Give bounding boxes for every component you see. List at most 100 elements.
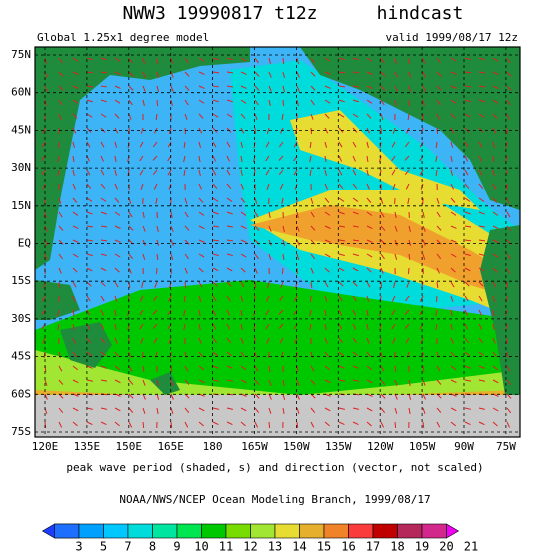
wave-vector	[44, 253, 48, 260]
wave-vector	[254, 71, 260, 77]
wave-vector	[324, 141, 328, 148]
lat-label: 15N	[11, 199, 31, 212]
wave-vector	[506, 85, 512, 91]
wave-vector	[44, 85, 48, 92]
wave-vector	[268, 407, 272, 414]
colorbar-label: 18	[390, 540, 404, 554]
wave-vector	[293, 169, 298, 176]
wave-vector	[296, 421, 299, 429]
wave-vector	[282, 57, 285, 65]
wave-vector	[392, 127, 396, 134]
wave-vector	[352, 113, 359, 118]
wave-vector	[407, 113, 410, 121]
wave-vector	[282, 379, 285, 386]
wave-vector	[265, 323, 270, 330]
wave-vector	[86, 239, 94, 242]
wave-vector	[450, 183, 455, 190]
wave-vector	[492, 239, 499, 243]
wave-vector	[240, 169, 243, 176]
antarctica	[35, 395, 520, 437]
colorbar: 3 5 7 8 9 10 11 12 13 14 15 16 17 18 19 20 21	[41, 523, 478, 554]
wave-vector	[170, 85, 174, 92]
wave-vector	[404, 169, 410, 176]
wave-vector	[478, 99, 485, 103]
wave-vector	[464, 253, 471, 257]
wave-vector	[324, 113, 330, 119]
wave-vector	[282, 85, 285, 92]
wave-vector	[408, 99, 411, 107]
wave-vector	[464, 407, 471, 410]
wave-vector	[72, 323, 75, 330]
wave-vector	[268, 365, 271, 373]
wave-vector	[296, 407, 300, 414]
wave-vector	[57, 295, 60, 303]
wave-vector	[492, 183, 496, 190]
wave-vector	[478, 365, 485, 369]
lon-label: 120W	[367, 440, 394, 453]
wave-vector	[436, 57, 441, 64]
wave-vector	[422, 421, 425, 429]
wave-vector	[254, 211, 259, 218]
wave-vector	[366, 351, 371, 358]
wave-vector	[352, 85, 360, 88]
wave-vector	[240, 365, 247, 371]
wave-vector	[114, 309, 117, 316]
wave-vector	[212, 71, 220, 74]
wave-vector	[492, 155, 495, 163]
wave-vector	[478, 197, 485, 202]
wave-vector	[226, 421, 233, 426]
wave-vector	[170, 211, 173, 218]
wave-vector	[435, 323, 438, 330]
wave-vector	[352, 211, 359, 215]
wave-vector	[141, 351, 144, 359]
wave-vector	[212, 253, 219, 257]
wave-vector	[366, 57, 373, 62]
wave-vector	[114, 365, 121, 371]
wave-vector	[310, 267, 314, 274]
wave-vector	[212, 281, 218, 287]
wave-vector	[464, 309, 469, 316]
wave-vector	[170, 393, 174, 400]
wave-vector	[266, 127, 270, 134]
wave-vector	[324, 281, 329, 288]
wave-vector	[212, 141, 217, 148]
wave-vector	[100, 295, 105, 302]
wave-vector	[408, 393, 412, 400]
wave-vector	[380, 211, 385, 218]
wave-vector	[506, 99, 511, 106]
wave-vector	[492, 71, 499, 76]
wave-vector	[42, 183, 46, 190]
wave-vector	[114, 211, 121, 216]
wave-vector	[380, 379, 386, 385]
wave-vector	[128, 211, 133, 218]
wave-vector	[153, 295, 158, 302]
wave-vector	[44, 225, 48, 232]
wave-vector	[72, 155, 75, 163]
wave-vector	[254, 85, 260, 91]
wave-vector	[394, 379, 398, 386]
wave-vector	[156, 239, 160, 246]
colorbar-label: 11	[219, 540, 233, 554]
wave-vector	[212, 225, 219, 228]
wave-vector	[155, 267, 158, 275]
wave-vector	[478, 57, 485, 61]
wave-vector	[100, 267, 107, 272]
wave-vector	[212, 421, 219, 426]
wave-vector	[268, 421, 271, 429]
wave-vector	[41, 169, 46, 176]
lat-label: 30S	[11, 312, 31, 325]
wave-vector	[394, 407, 398, 414]
wave-vector	[506, 379, 512, 385]
wave-vector	[41, 295, 46, 302]
wave-vector	[86, 337, 91, 344]
wave-vector	[170, 407, 174, 414]
wave-vector	[240, 295, 244, 302]
wave-vector	[478, 225, 485, 228]
wave-vector	[240, 421, 246, 427]
wave-vector	[478, 211, 485, 215]
wave-vector	[310, 239, 316, 245]
wave-vector	[338, 183, 344, 189]
wave-vector	[183, 141, 186, 149]
wave-vector	[422, 407, 426, 414]
wave-vector	[392, 183, 396, 190]
